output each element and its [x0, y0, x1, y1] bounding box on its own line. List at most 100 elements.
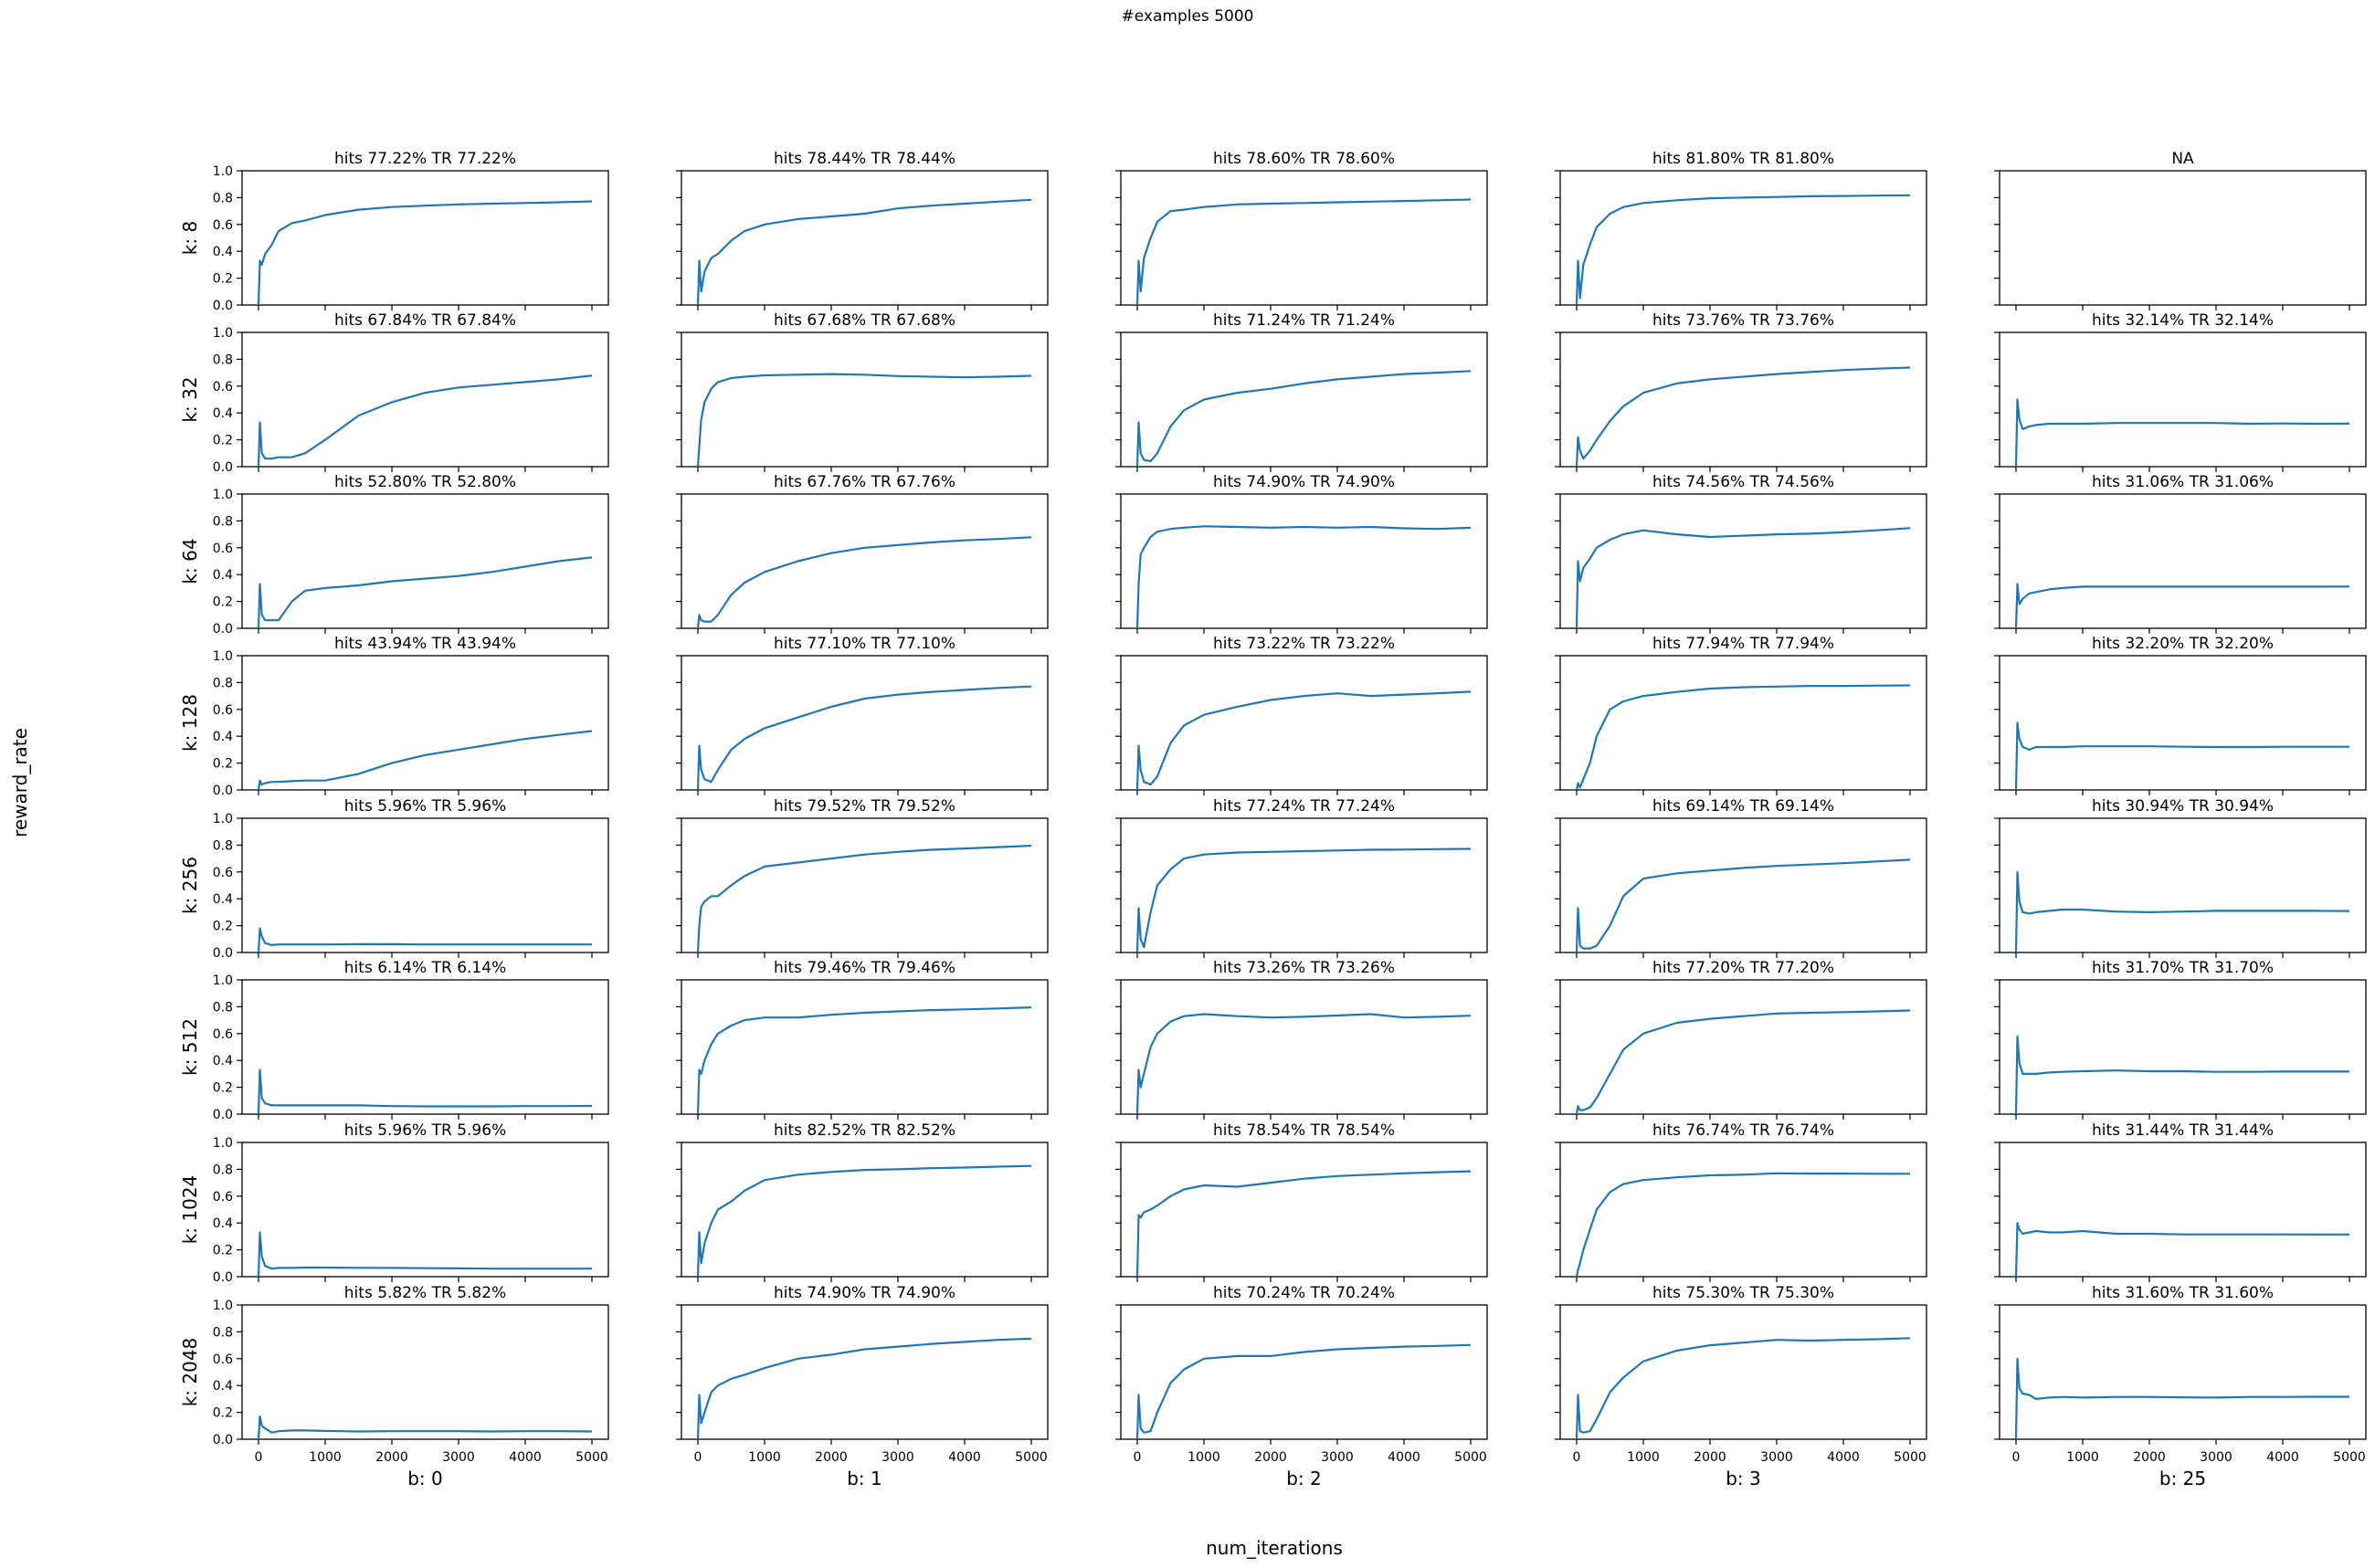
x-tick-label: 0	[694, 1450, 702, 1465]
x-tick-label: 1000	[1627, 1450, 1660, 1465]
reward-rate-line	[2014, 583, 2350, 629]
x-tick-label: 3000	[2200, 1450, 2232, 1465]
subplot-title: hits 74.56% TR 74.56%	[1652, 473, 1834, 491]
y-tick-label: 0.2	[213, 920, 233, 934]
subplot-title: hits 77.24% TR 77.24%	[1213, 797, 1395, 816]
column-label: b: 1	[847, 1468, 882, 1489]
subplot-title: hits 78.44% TR 78.44%	[774, 150, 955, 168]
subplot-axes	[1559, 1304, 1927, 1440]
y-tick-label: 0.6	[213, 866, 233, 880]
x-tick-label: 2000	[2133, 1450, 2166, 1465]
reward-rate-line	[257, 374, 593, 468]
subplot-axes	[241, 331, 609, 468]
x-tick-label: 2000	[815, 1450, 848, 1465]
reward-rate-line	[257, 1231, 592, 1278]
y-tick-label: 0.0	[213, 784, 233, 798]
x-tick-label: 0	[2012, 1450, 2021, 1465]
x-tick-label: 4000	[1388, 1450, 1420, 1465]
subplot-axes	[681, 817, 1049, 953]
subplot-axes	[1120, 170, 1488, 306]
x-tick-label: 5000	[575, 1450, 608, 1465]
y-tick-label: 0.8	[213, 1325, 233, 1340]
subplot-axes	[1999, 331, 2367, 468]
subplot-title: hits 81.80% TR 81.80%	[1652, 150, 1834, 168]
reward-rate-line	[696, 685, 1032, 791]
subplot-title: hits 77.22% TR 77.22%	[334, 150, 516, 168]
row-label: k: 2048	[179, 1338, 201, 1407]
reward-rate-line	[2014, 398, 2350, 468]
x-tick-label: 2000	[1694, 1450, 1726, 1465]
x-tick-label: 0	[1573, 1450, 1581, 1465]
y-tick-label: 0.6	[213, 542, 233, 556]
subplot-title: hits 76.74% TR 76.74%	[1652, 1121, 1834, 1140]
y-tick-label: 0.0	[213, 299, 233, 313]
reward-rate-line	[257, 927, 592, 953]
subplot-title: NA	[2171, 150, 2194, 168]
subplot-title: hits 6.14% TR 6.14%	[344, 959, 506, 977]
subplot-title: hits 67.84% TR 67.84%	[334, 311, 516, 330]
y-tick-label: 0.8	[213, 676, 233, 690]
row-label: k: 8	[179, 221, 201, 255]
subplot-axes	[1999, 1304, 2367, 1440]
column-label: b: 3	[1726, 1468, 1761, 1489]
reward-rate-line	[1135, 1013, 1472, 1115]
subplot-axes	[1559, 331, 1927, 468]
reward-rate-line	[696, 373, 1032, 468]
row-label: k: 1024	[179, 1175, 201, 1245]
subplot-title: hits 31.44% TR 31.44%	[2092, 1121, 2274, 1140]
row-label: k: 64	[179, 538, 201, 584]
subplot-title: hits 32.20% TR 32.20%	[2092, 635, 2274, 653]
y-tick-label: 0.6	[213, 1027, 233, 1042]
reward-rate-line	[257, 730, 593, 791]
subplot-axes	[681, 331, 1049, 468]
x-tick-label: 4000	[509, 1450, 542, 1465]
y-tick-label: 0.8	[213, 514, 233, 529]
reward-rate-line	[1575, 366, 1911, 468]
subplot-title: hits 70.24% TR 70.24%	[1213, 1284, 1395, 1302]
subplot-title: hits 67.76% TR 67.76%	[774, 473, 955, 491]
subplot-axes	[1559, 655, 1927, 791]
y-tick-label: 0.0	[213, 946, 233, 961]
subplot-axes	[1559, 1142, 1927, 1278]
reward-rate-line	[1575, 527, 1911, 629]
reward-rate-line	[2014, 721, 2349, 791]
reward-rate-line	[696, 1337, 1032, 1440]
x-tick-label: 2000	[1254, 1450, 1287, 1465]
x-tick-label: 1000	[309, 1450, 342, 1465]
reward-rate-line	[257, 556, 593, 629]
subplot-axes	[1120, 979, 1488, 1115]
subplot-axes	[681, 655, 1049, 791]
y-tick-label: 0.0	[213, 1270, 233, 1285]
reward-rate-line	[1135, 370, 1472, 468]
x-tick-label: 0	[1134, 1450, 1142, 1465]
reward-rate-line	[696, 1006, 1032, 1115]
subplot-title: hits 31.06% TR 31.06%	[2092, 473, 2274, 491]
x-tick-label: 1000	[748, 1450, 781, 1465]
subplot-axes	[1559, 817, 1927, 953]
subplot-title: hits 78.54% TR 78.54%	[1213, 1121, 1395, 1140]
subplot-axes	[681, 493, 1049, 629]
subplot-axes	[1559, 493, 1927, 629]
subplot-axes	[1120, 331, 1488, 468]
y-tick-label: 0.6	[213, 380, 233, 395]
column-label: b: 25	[2159, 1468, 2206, 1489]
reward-rate-line	[696, 198, 1032, 306]
reward-rate-line	[1575, 1172, 1910, 1278]
reward-rate-line	[1575, 194, 1911, 306]
subplot-title: hits 78.60% TR 78.60%	[1213, 150, 1395, 168]
subplot-title: hits 73.22% TR 73.22%	[1213, 635, 1395, 653]
row-label: k: 32	[179, 376, 201, 422]
x-tick-label: 3000	[1760, 1450, 1793, 1465]
reward-rate-line	[1575, 684, 1911, 791]
reward-rate-line	[2014, 1035, 2349, 1115]
reward-rate-line	[1135, 690, 1472, 791]
subplot-title: hits 71.24% TR 71.24%	[1213, 311, 1395, 330]
y-tick-label: 0.0	[213, 460, 233, 475]
x-tick-label: 4000	[948, 1450, 981, 1465]
reward-rate-line	[696, 1164, 1032, 1278]
reward-rate-line	[257, 200, 593, 306]
subplot-title: hits 82.52% TR 82.52%	[774, 1121, 955, 1140]
subplot-axes	[1120, 1304, 1488, 1440]
y-tick-label: 0.2	[213, 272, 233, 287]
y-tick-label: 0.8	[213, 1000, 233, 1015]
